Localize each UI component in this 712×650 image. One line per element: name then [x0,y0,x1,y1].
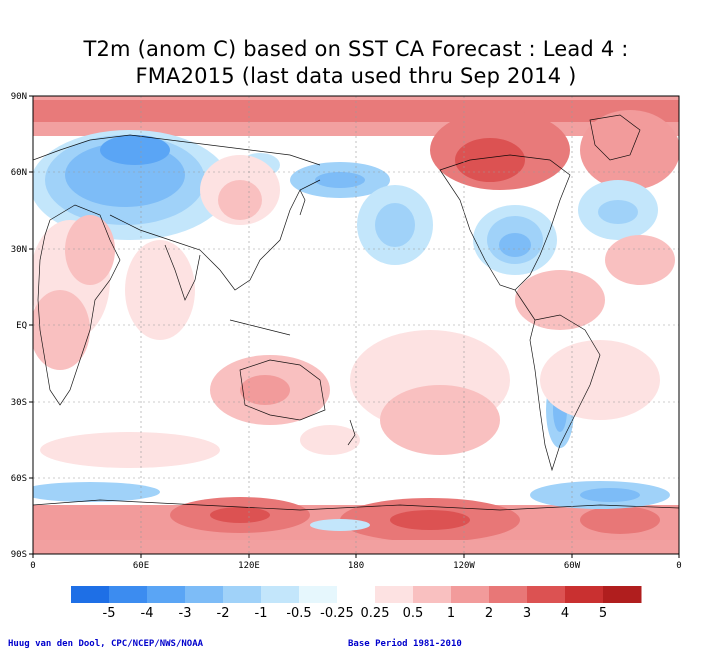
colorbar-swatch [299,586,338,603]
land-outlines [33,114,679,511]
colorbar-swatch [185,586,224,603]
colorbar-swatch [71,586,110,603]
grid-lines [33,96,679,554]
colorbar-label: -0.5 [286,606,311,621]
colorbar-swatch [109,586,148,603]
lon-label-0-right: 0 [676,561,681,571]
warm-patches [33,155,675,468]
credit-author: Huug van den Dool, CPC/NCEP/NWS/NOAA [8,639,204,649]
colorbar-swatch [375,586,414,603]
colorbar-swatch [223,586,262,603]
chart-title: T2m (anom C) based on SST CA Forecast : … [0,36,712,90]
colorbar-label: 5 [599,606,607,621]
lat-label-30s: 30S [11,398,27,408]
north-pacific-cool [357,185,433,265]
lat-axis: 90N 60N 30N EQ 30S 60S 90S [11,92,33,560]
colorbar-label: 2 [485,606,493,621]
colorbar-label: -4 [141,606,154,621]
title-line-1: T2m (anom C) based on SST CA Forecast : … [83,37,629,61]
lat-label-60s: 60S [11,474,27,484]
colorbar-swatch [147,586,186,603]
credit-base-period: Base Period 1981-2010 [348,639,462,649]
colorbar-swatch [489,586,528,603]
colorbar-label: -3 [179,606,192,621]
lon-label-0-left: 0 [30,561,35,571]
colorbar-swatch [603,586,642,603]
lon-axis: 0 60E 120E 180 120W 60W 0 [30,554,682,571]
colorbar-swatch [413,586,452,603]
colorbar-swatch [527,586,566,603]
lat-label-90s: 90S [11,550,27,560]
title-line-2: FMA2015 (last data used thru Sep 2014 ) [135,64,577,88]
lat-label-60n: 60N [11,168,27,178]
north-atlantic-cool [578,180,658,240]
colorbar-label: 4 [561,606,569,621]
north-america-cool [473,205,557,275]
colorbar-label: 0.5 [403,606,424,621]
colorbar-label: -2 [217,606,230,621]
lat-label-eq: EQ [16,321,27,331]
lat-label-30n: 30N [11,245,27,255]
lon-label-120w: 120W [453,561,475,571]
map-field [33,96,679,554]
lon-label-60w: 60W [564,561,581,571]
lat-label-90n: 90N [11,92,27,102]
colorbar-label: -0.25 [320,606,354,621]
colorbar-label: 0.25 [361,606,390,621]
colorbar-label: 3 [523,606,531,621]
colorbar-swatch [565,586,604,603]
colorbar-label: -1 [255,606,268,621]
eurasia-cool [33,130,390,240]
colorbar-swatch [337,586,376,603]
lon-label-120e: 120E [238,561,260,571]
southern-ocean-cool [33,481,670,531]
lon-label-60e: 60E [133,561,149,571]
colorbar-swatch [451,586,490,603]
lon-label-180: 180 [348,561,364,571]
colorbar-swatch [261,586,300,603]
colorbar-label: 1 [447,606,455,621]
colorbar-label: -5 [103,606,116,621]
colorbar: -5 -4 -3 -2 -1 -0.5 -0.25 0.25 0.5 1 2 3 4 5 [71,586,642,621]
